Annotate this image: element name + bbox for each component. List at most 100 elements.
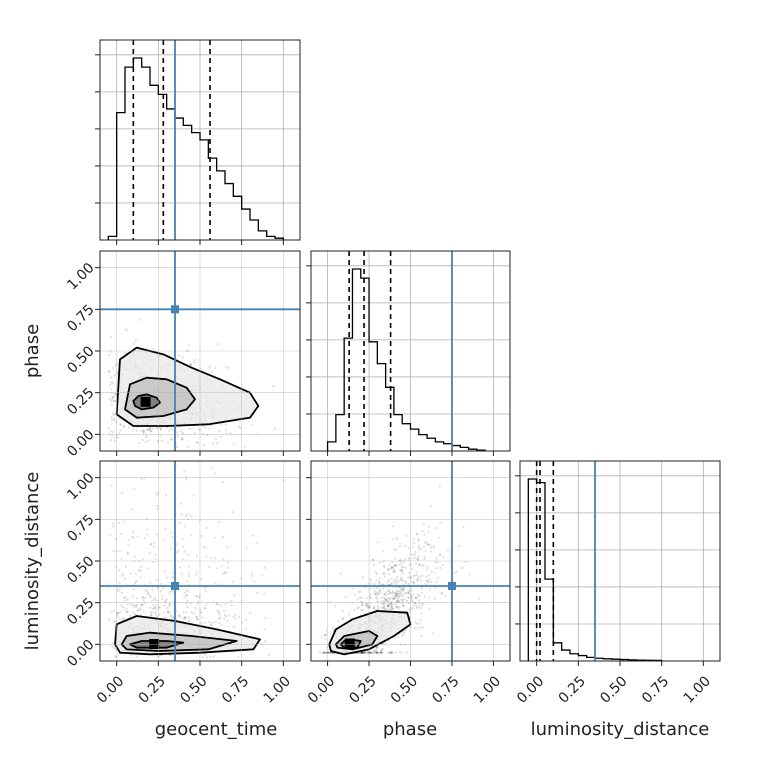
scatter-point [222,609,226,612]
scatter-point [387,605,390,608]
scatter-point [183,616,186,619]
scatter-point [360,609,363,612]
scatter-point [216,567,219,570]
scatter-point [385,593,388,596]
scatter-point [171,576,174,579]
scatter-point [361,575,364,578]
scatter-point [375,646,378,650]
scatter-point [241,621,244,624]
scatter-point [362,651,365,654]
scatter-point [324,634,327,637]
scatter-point [112,400,115,403]
x-tick-label-luminosity_distance-2: 0.50 [597,673,630,706]
scatter-point [400,565,403,568]
scatter-point [403,544,407,548]
scatter-point [182,610,185,614]
scatter-point [122,606,125,609]
scatter-point [196,594,199,597]
scatter-point [187,616,190,619]
scatter-point [126,598,129,601]
scatter-point [426,568,429,571]
scatter-point [420,591,423,595]
scatter-point [373,587,376,590]
scatter-point [263,592,266,596]
scatter-point [252,580,256,583]
scatter-point [387,569,390,572]
scatter-point [404,592,407,595]
scatter-point [119,423,122,426]
scatter-point [118,617,121,620]
scatter-point [373,650,376,653]
scatter-point [390,605,394,608]
scatter-point [400,594,403,598]
scatter-point [161,598,164,601]
scatter-point [201,616,204,619]
scatter-point [230,604,233,607]
scatter-point [185,476,188,479]
scatter-point [112,418,116,421]
scatter-point [387,651,390,654]
scatter-point [397,599,400,602]
scatter-point [325,651,328,654]
scatter-point [132,588,135,591]
scatter-point [378,588,382,592]
scatter-point [204,589,207,593]
scatter-point [387,588,390,591]
scatter-point [393,547,396,551]
y-axis-label-luminosity_distance: luminosity_distance [22,472,43,651]
scatter-point [149,430,152,433]
scatter-point [201,425,205,428]
scatter-point [375,649,378,652]
scatter-point [416,593,419,597]
scatter-point [114,393,117,396]
scatter-point [222,558,225,561]
scatter-point [234,617,238,620]
scatter-point [385,598,388,601]
scatter-point [155,599,159,602]
scatter-point [383,596,386,599]
scatter-point [144,440,147,443]
scatter-point [163,604,166,607]
scatter-point [190,534,193,537]
scatter-point [390,566,394,569]
scatter-point [468,573,471,576]
scatter-point [147,567,150,570]
scatter-point [195,570,198,573]
scatter-point [163,539,166,542]
scatter-point [263,628,266,631]
scatter-point [399,590,402,594]
scatter-point [322,651,325,654]
scatter-point [220,423,223,426]
scatter-point [154,557,157,560]
scatter-point [369,596,372,600]
scatter-point [112,522,115,525]
scatter-point [422,523,425,526]
x-tick-label-geocent_time-0: 0.00 [94,673,127,706]
scatter-point [184,616,187,619]
scatter-point [432,632,435,635]
scatter-point [169,547,173,550]
x-tick-label-luminosity_distance-1: 0.25 [556,673,589,706]
scatter-point [118,569,121,572]
scatter-point [395,578,398,581]
scatter-point [388,599,391,602]
scatter-point [430,580,433,584]
x-axis-label-luminosity_distance: luminosity_distance [531,719,710,740]
scatter-point [318,651,322,654]
scatter-point [437,576,440,579]
scatter-point [428,574,431,577]
scatter-point [124,596,127,599]
scatter-point [398,605,401,608]
scatter-point [226,619,229,622]
scatter-point [408,596,411,599]
scatter-inner [100,251,300,451]
scatter-point [397,594,401,597]
scatter-point [137,442,141,445]
scatter-point [121,617,124,620]
scatter-point [423,541,426,544]
scatter-point [110,416,113,419]
scatter-point [144,436,147,439]
scatter-point [155,505,159,508]
scatter-point [237,615,241,619]
scatter-point [387,596,390,600]
